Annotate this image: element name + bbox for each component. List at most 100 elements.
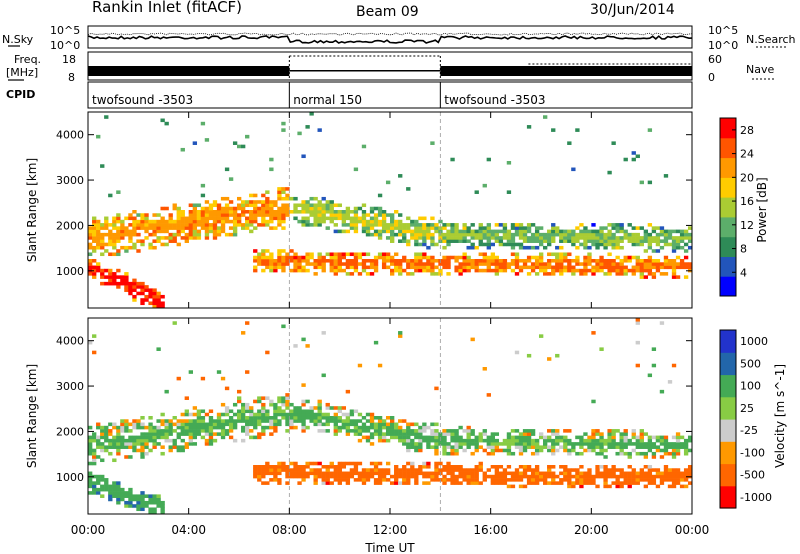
power-cell [224, 203, 230, 208]
velocity-cell [390, 435, 395, 440]
velocity-cell [663, 468, 669, 472]
power-cell [325, 252, 330, 257]
velocity-cell [414, 432, 419, 436]
power-cell [353, 268, 359, 273]
power-cell [422, 252, 427, 257]
power-cell [687, 239, 693, 243]
velocity-cell [530, 474, 536, 479]
velocity-cell [466, 474, 471, 479]
power-cell [152, 304, 157, 309]
velocity-cell [442, 445, 447, 449]
power-cell [619, 229, 624, 234]
power-cell [394, 210, 399, 214]
velocity-cell [136, 442, 141, 446]
velocity-cell [559, 478, 564, 482]
power-cell [140, 281, 145, 286]
power-cell [462, 255, 467, 260]
velocity-cell [212, 438, 218, 443]
velocity-colorbar-swatch [720, 485, 736, 509]
velocity-cell [112, 491, 117, 495]
velocity-cell [406, 471, 411, 476]
velocity-cell [381, 432, 387, 436]
power-cell [377, 252, 383, 257]
velocity-cell [253, 474, 258, 479]
velocity-cell [184, 396, 189, 400]
velocity-cell [341, 406, 347, 410]
velocity-cell [663, 445, 669, 449]
power-cell [120, 226, 125, 230]
power-cell [398, 268, 403, 273]
power-cell [434, 265, 439, 270]
velocity-cell [422, 438, 427, 443]
velocity-cell [140, 491, 145, 495]
velocity-cell [418, 425, 423, 430]
velocity-cell [410, 438, 415, 443]
velocity-cell [176, 419, 181, 423]
power-cell [132, 288, 137, 292]
power-cell [124, 285, 129, 289]
power-cell [313, 210, 318, 214]
power-cell [579, 262, 584, 266]
power-cell [220, 219, 226, 224]
power-cell [454, 226, 459, 230]
velocity-cell [92, 484, 97, 489]
power-cell [184, 226, 189, 230]
velocity-cell [273, 471, 278, 476]
velocity-cell [591, 474, 596, 479]
power-cell [349, 252, 355, 257]
power-cell [333, 268, 338, 273]
power-cell [100, 226, 105, 230]
power-cell [410, 223, 415, 227]
velocity-cell [176, 432, 181, 436]
power-cell [281, 206, 286, 211]
velocity-cell [563, 435, 568, 440]
power-cell [486, 239, 491, 243]
velocity-cell [522, 429, 528, 433]
velocity-cell [377, 425, 383, 430]
power-cell [414, 226, 419, 230]
velocity-cell [402, 474, 407, 479]
power-cell [651, 226, 657, 230]
velocity-cell [224, 419, 230, 423]
power-cell [547, 229, 552, 234]
power-cell [567, 265, 572, 270]
velocity-cell [253, 412, 258, 417]
velocity-cell [273, 474, 278, 479]
velocity-cell [559, 465, 564, 469]
power-cell [543, 236, 548, 240]
power-cell [571, 242, 576, 247]
power-cell [277, 259, 282, 263]
power-cell [478, 262, 483, 266]
power-cell [249, 216, 254, 221]
power-cell [337, 229, 342, 234]
velocity-cell [116, 500, 121, 505]
velocity-cell [402, 442, 407, 446]
velocity-cell [430, 432, 435, 436]
power-cell [309, 262, 314, 266]
velocity-cell [289, 416, 294, 420]
power-cell [92, 216, 97, 221]
power-cell [232, 213, 238, 217]
power-colorbar-swatch [720, 276, 736, 297]
velocity-cell [317, 461, 322, 466]
velocity-cell [377, 363, 383, 368]
velocity-cell [595, 465, 600, 469]
power-cell [253, 200, 258, 204]
power-cell [353, 255, 359, 260]
velocity-cell [381, 435, 387, 440]
power-cell [160, 226, 165, 230]
velocity-cell [196, 409, 202, 414]
velocity-cell [140, 451, 145, 456]
power-cell [277, 216, 282, 221]
power-cell [152, 229, 157, 234]
velocity-cell [104, 429, 109, 433]
power-cell [402, 223, 407, 227]
velocity-cell [587, 445, 592, 449]
velocity-cell [148, 432, 153, 436]
power-cell [353, 219, 359, 224]
power-cell [422, 242, 427, 247]
power-cell [116, 232, 121, 237]
power-cell [502, 232, 508, 237]
velocity-cell [261, 465, 266, 469]
velocity-cell [603, 474, 608, 479]
